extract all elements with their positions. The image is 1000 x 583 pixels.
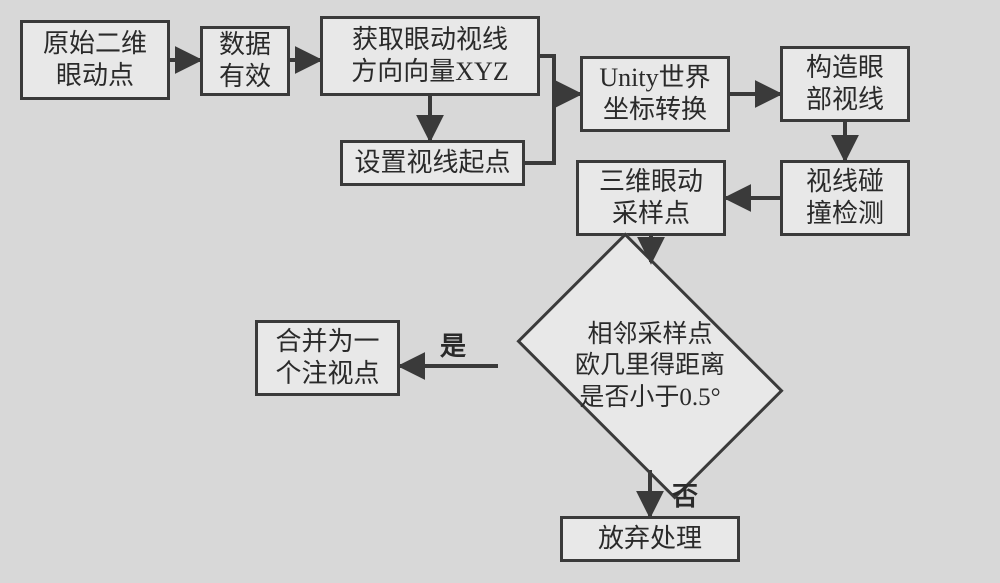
node-data-valid: 数据有效	[200, 26, 290, 96]
node-label: 数据有效	[219, 29, 271, 94]
edge-e4	[540, 56, 580, 94]
node-unity-world-transform: Unity世界坐标转换	[580, 56, 730, 132]
edge-label-yes: 是	[440, 326, 466, 363]
edge-label-no: 否	[672, 476, 698, 513]
node-get-gaze-vector-xyz: 获取眼动视线方向向量XYZ	[320, 16, 540, 96]
node-decision-distance: 相邻采样点欧几里得距离是否小于0.5°	[490, 256, 810, 476]
node-label: 视线碰撞检测	[806, 166, 884, 231]
node-gaze-collision-detect: 视线碰撞检测	[780, 160, 910, 236]
node-discard: 放弃处理	[560, 516, 740, 562]
node-label: 构造眼部视线	[806, 52, 884, 117]
node-merge-fixation: 合并为一个注视点	[255, 320, 400, 396]
node-raw-2d-eye-point: 原始二维眼动点	[20, 20, 170, 100]
node-label: 设置视线起点	[354, 147, 510, 180]
node-label: 三维眼动采样点	[599, 166, 703, 231]
node-label: 原始二维眼动点	[43, 28, 147, 93]
node-label: 放弃处理	[598, 523, 702, 556]
node-label: 合并为一个注视点	[275, 326, 379, 391]
node-construct-eye-gaze: 构造眼部视线	[780, 46, 910, 122]
node-label: 相邻采样点欧几里得距离是否小于0.5°	[575, 319, 725, 413]
node-set-gaze-origin: 设置视线起点	[340, 140, 525, 186]
node-label: Unity世界坐标转换	[599, 62, 710, 127]
node-3d-eye-sample-point: 三维眼动采样点	[576, 160, 726, 236]
node-label: 获取眼动视线方向向量XYZ	[351, 24, 508, 89]
edge-e5	[525, 94, 554, 163]
